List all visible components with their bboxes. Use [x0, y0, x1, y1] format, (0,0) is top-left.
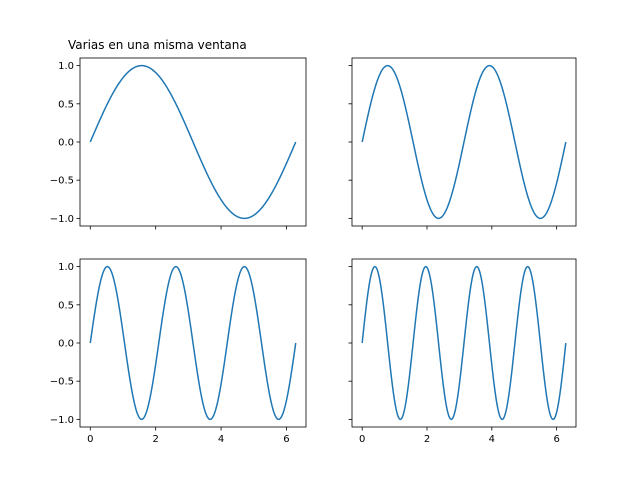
series-line-sin-4x	[361, 265, 567, 421]
x-tick-label: 0	[359, 434, 365, 445]
y-tick-label: −1.0	[50, 415, 74, 426]
y-tick-label: 0.0	[58, 138, 74, 149]
x-tick-label: 6	[553, 434, 559, 445]
series-line-sin-3x	[89, 265, 297, 421]
subplot-3: −1.0 −0.5 0.0 0.5 1.0 0 2 4 6	[50, 258, 307, 445]
subplot-1: −1.0 −0.5 0.0 0.5 1.0	[50, 57, 307, 230]
x-tick-label: 2	[424, 434, 430, 445]
y-tick-label: −0.5	[50, 377, 74, 388]
x-tick-label: 4	[218, 434, 224, 445]
y-tick-label: 1.0	[58, 262, 74, 273]
subplot-4: 0 2 4 6	[348, 258, 577, 445]
series-line-sin-1x	[89, 64, 297, 220]
y-tick-label: −0.5	[50, 176, 74, 187]
x-tick-label: 6	[283, 434, 289, 445]
x-tick-label: 2	[152, 434, 158, 445]
y-tick-label: −1.0	[50, 214, 74, 225]
figure-title: Varias en una misma ventana	[68, 38, 247, 52]
y-tick-label: 0.0	[58, 339, 74, 350]
y-tick-label: 0.5	[58, 99, 74, 110]
y-tick-label: 0.5	[58, 300, 74, 311]
x-tick-label: 4	[489, 434, 495, 445]
subplot-2	[348, 57, 577, 230]
series-line-sin-2x	[361, 64, 567, 220]
y-tick-label: 1.0	[58, 61, 74, 72]
x-tick-label: 0	[87, 434, 93, 445]
